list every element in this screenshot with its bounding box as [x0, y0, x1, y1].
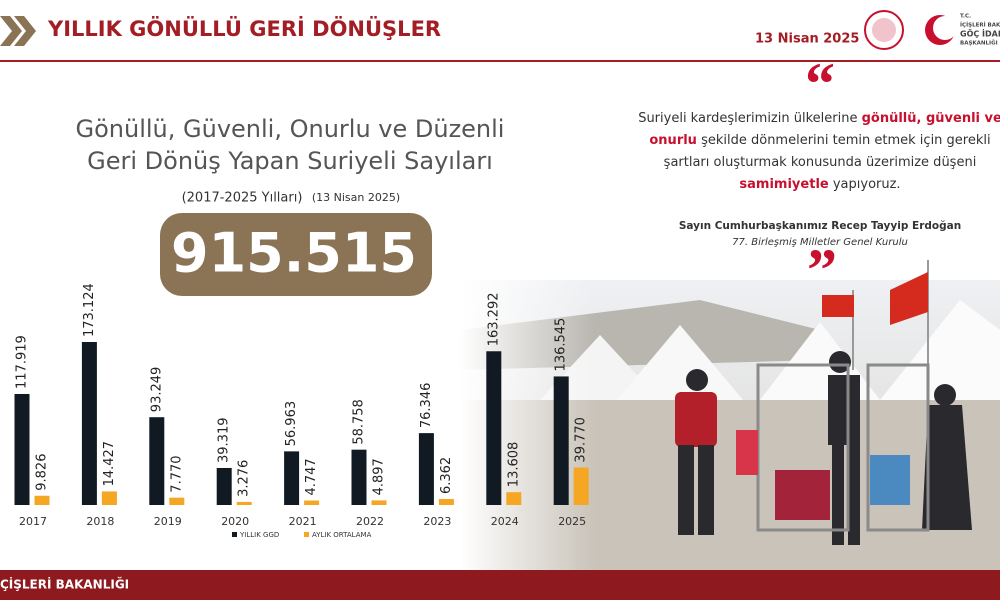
x-tick-label: 2023 [423, 515, 451, 528]
quote-speaker: Sayın Cumhurbaşkanımız Recep Tayyip Erdo… [679, 220, 961, 232]
value-label: 39.319 [217, 417, 232, 463]
value-label: 14.427 [102, 441, 117, 487]
x-tick-label: 2020 [221, 515, 249, 528]
x-tick-label: 2021 [289, 515, 317, 528]
photo [460, 260, 1000, 570]
legend-label: YILLIK GGD [239, 531, 279, 539]
quote-event: 77. Birleşmiş Milletler Genel Kurulu [732, 237, 908, 248]
quote-line: onurlu şekilde dönmelerini temin etmek i… [649, 133, 990, 148]
total-box [160, 213, 432, 296]
bars: 2017 117.919 9.826 2018 173.124 14.427 2019 93.… [14, 283, 589, 528]
quote-mark: ” [807, 237, 837, 303]
logo-line: İÇİŞLERİ BAKANLIĞI [960, 22, 1000, 29]
bar [236, 501, 252, 505]
legend-label: AYLIK ORTALAMA [312, 531, 372, 539]
quote-line: şartları oluşturmak konusunda üzerimize … [664, 155, 977, 170]
value-label: 4.897 [372, 458, 387, 495]
bar [101, 491, 117, 505]
value-label: 58.758 [352, 399, 367, 445]
bar [34, 495, 50, 505]
quote-line: Suriyeli kardeşlerimizin ülkelerine gönü… [638, 111, 1000, 126]
chart-subtitle-date: (13 Nisan 2025) [312, 191, 400, 204]
chart-title: Gönüllü, Güvenli, Onurlu ve Düzenli [76, 115, 505, 143]
value-label: 39.770 [574, 417, 589, 463]
logo-text: T.C. İÇİŞLERİ BAKANLIĞIGÖÇ İDARESİBAŞKANL… [960, 14, 1000, 47]
value-label: 9.826 [35, 454, 50, 491]
quote-segment: onurlu [649, 133, 697, 148]
value-label: 136.545 [554, 318, 569, 372]
logo-line: BAŞKANLIĞI [960, 40, 998, 47]
bar [573, 467, 589, 505]
value-label: 3.276 [237, 460, 252, 497]
bar [304, 500, 320, 505]
bar [418, 433, 434, 505]
x-tick-label: 2017 [19, 515, 47, 528]
value-label: 4.747 [304, 458, 319, 495]
value-label: 6.362 [439, 457, 454, 494]
value-label: 13.608 [506, 442, 521, 488]
bar [351, 449, 367, 505]
x-tick-label: 2018 [86, 515, 114, 528]
bar [553, 376, 569, 505]
quote-segment: şartları oluşturmak konusunda üzerimize … [664, 155, 977, 170]
x-tick-label: 2022 [356, 515, 384, 528]
value-label: 117.919 [15, 335, 30, 389]
quote-segment: şekilde dönmelerini temin etmek için ger… [697, 133, 991, 148]
bar [149, 417, 165, 505]
logo-line: GÖÇ İDARESİ [960, 29, 1000, 39]
legend: YILLIK GGD AYLIK ORTALAMA [232, 531, 372, 539]
bar [81, 342, 97, 505]
x-tick-label: 2025 [558, 515, 586, 528]
bar [169, 497, 185, 505]
legend-swatch [304, 532, 309, 537]
quote-segment: yapıyoruz. [829, 177, 901, 192]
value-label: 56.963 [284, 401, 299, 447]
bar [486, 351, 502, 505]
bar [14, 393, 30, 505]
bar [371, 500, 387, 505]
bar [438, 499, 454, 505]
chart-subtitle: (2017-2025 Yılları) [182, 191, 303, 206]
quote-mark: “ [805, 51, 835, 117]
value-label: 76.346 [419, 383, 434, 429]
legend-swatch [232, 532, 237, 537]
header-title: YILLIK GÖNÜLLÜ GERİ DÖNÜŞLER [47, 16, 441, 41]
quote: Suriyeli kardeşlerimizin ülkelerine gönü… [638, 111, 1000, 192]
bar [216, 467, 232, 505]
x-tick-label: 2024 [491, 515, 519, 528]
total-value: 915.515 [171, 222, 417, 285]
bar [506, 492, 522, 505]
value-label: 173.124 [82, 283, 97, 337]
quote-segment: Suriyeli kardeşlerimizin ülkelerine [638, 111, 861, 126]
footer-text: ÇİŞLERİ BAKANLIĞI [0, 577, 129, 592]
quote-line: samimiyetle yapıyoruz. [739, 177, 900, 192]
value-label: 93.249 [149, 367, 164, 413]
header-date: 13 Nisan 2025 [755, 32, 859, 47]
value-label: 163.292 [486, 292, 501, 346]
header [0, 10, 1000, 62]
bar [284, 451, 300, 505]
x-tick-label: 2019 [154, 515, 182, 528]
value-label: 7.770 [169, 455, 184, 492]
quote-segment: samimiyetle [739, 177, 828, 192]
quote-segment: gönüllü, güvenli ve [862, 111, 1000, 126]
chart-title: Geri Dönüş Yapan Suriyeli Sayıları [87, 147, 493, 175]
logo-line: T.C. [960, 14, 971, 20]
footer-bar [0, 570, 1000, 600]
